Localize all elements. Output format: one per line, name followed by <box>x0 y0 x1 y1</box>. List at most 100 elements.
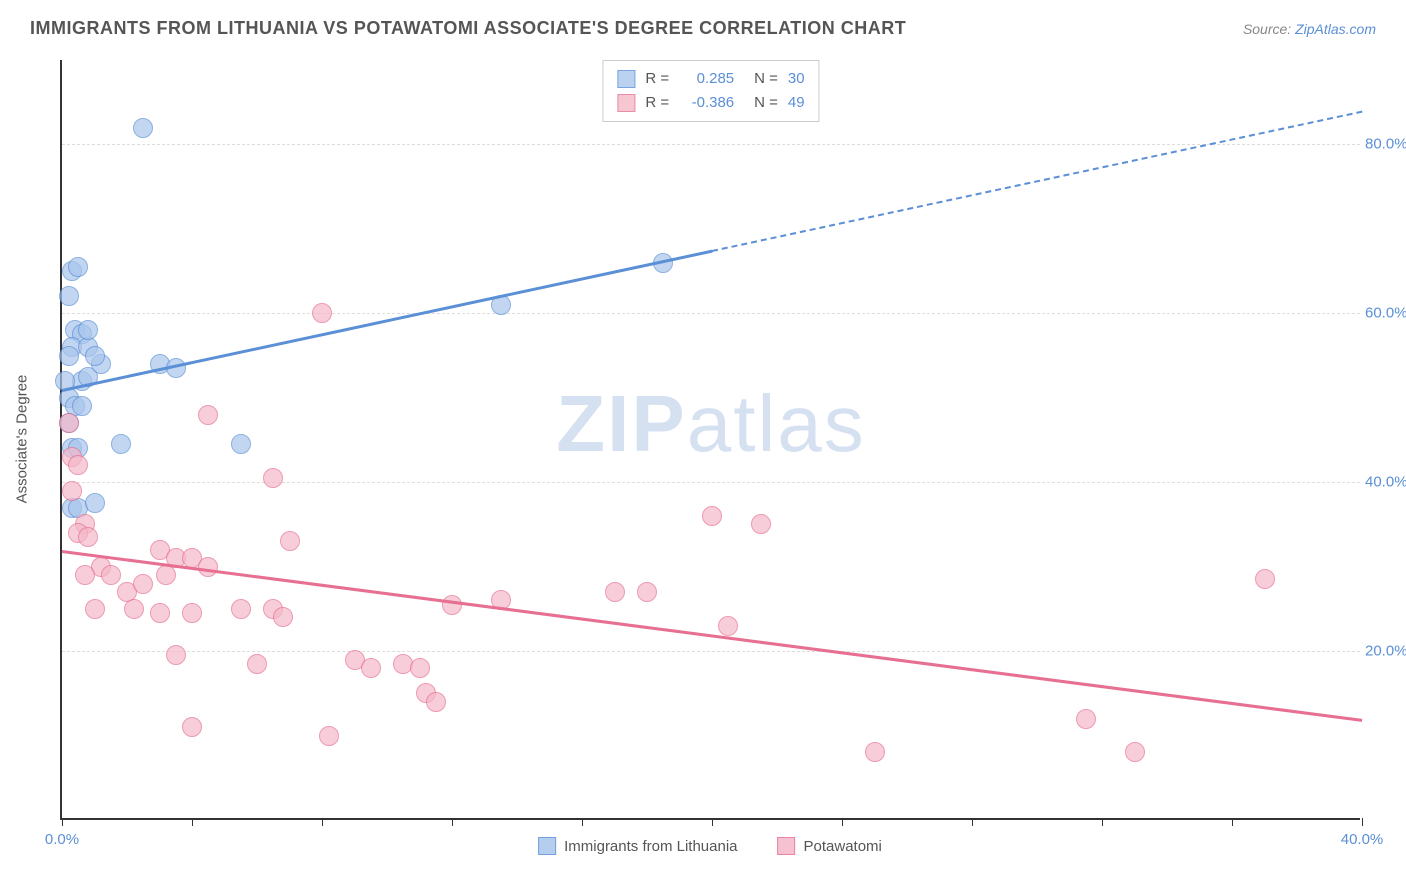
data-point-lithuania <box>133 118 153 138</box>
data-point-potawatomi <box>410 658 430 678</box>
x-tick <box>972 818 973 826</box>
legend-correlation: R = 0.285 N = 30 R = -0.386 N = 49 <box>602 60 819 122</box>
x-tick-label: 40.0% <box>1341 831 1384 848</box>
r-label: R = <box>645 67 669 91</box>
data-point-lithuania <box>85 346 105 366</box>
data-point-potawatomi <box>1076 709 1096 729</box>
scatter-plot: ZIPatlas Associate's Degree R =0.285N =3… <box>60 60 1360 820</box>
data-point-potawatomi <box>247 654 267 674</box>
r-value-lithuania: 0.285 <box>679 67 734 91</box>
watermark-light: atlas <box>687 379 866 468</box>
data-point-lithuania <box>231 434 251 454</box>
data-point-potawatomi <box>426 692 446 712</box>
data-point-lithuania <box>59 286 79 306</box>
data-point-potawatomi <box>605 582 625 602</box>
y-tick-label: 80.0% <box>1365 136 1406 153</box>
legend-swatch-bottom-potawatomi <box>778 837 796 855</box>
data-point-potawatomi <box>637 582 657 602</box>
x-tick <box>842 818 843 826</box>
data-point-lithuania <box>78 320 98 340</box>
data-point-lithuania <box>85 493 105 513</box>
data-point-potawatomi <box>166 645 186 665</box>
data-point-potawatomi <box>62 481 82 501</box>
data-point-potawatomi <box>78 527 98 547</box>
data-point-potawatomi <box>124 599 144 619</box>
data-point-lithuania <box>111 434 131 454</box>
x-tick <box>712 818 713 826</box>
data-point-potawatomi <box>273 607 293 627</box>
data-point-potawatomi <box>361 658 381 678</box>
data-point-potawatomi <box>280 531 300 551</box>
source-link[interactable]: ZipAtlas.com <box>1295 21 1376 37</box>
data-point-potawatomi <box>59 413 79 433</box>
source-attribution: Source: ZipAtlas.com <box>1243 21 1376 37</box>
n-value-lithuania: 30 <box>788 67 805 91</box>
data-point-potawatomi <box>198 557 218 577</box>
data-point-potawatomi <box>150 603 170 623</box>
data-point-lithuania <box>59 346 79 366</box>
legend-swatch-lithuania <box>617 70 635 88</box>
r-value-potawatomi: -0.386 <box>679 91 734 115</box>
watermark: ZIPatlas <box>556 378 865 470</box>
data-point-potawatomi <box>718 616 738 636</box>
source-prefix: Source: <box>1243 21 1295 37</box>
x-tick <box>1102 818 1103 826</box>
data-point-potawatomi <box>182 717 202 737</box>
y-tick-label: 40.0% <box>1365 474 1406 491</box>
data-point-potawatomi <box>1255 569 1275 589</box>
legend-row-lithuania: R = 0.285 N = 30 <box>617 67 804 91</box>
n-value-potawatomi: 49 <box>788 91 805 115</box>
data-point-potawatomi <box>133 574 153 594</box>
gridline <box>62 482 1360 483</box>
legend-row-potawatomi: R = -0.386 N = 49 <box>617 91 804 115</box>
data-point-potawatomi <box>75 565 95 585</box>
y-axis-label: Associate's Degree <box>14 375 31 504</box>
legend-series: Immigrants from Lithuania Potawatomi <box>538 837 882 855</box>
x-tick <box>1232 818 1233 826</box>
legend-label-potawatomi: Potawatomi <box>804 838 882 855</box>
n-label: N = <box>754 67 778 91</box>
trendline-potawatomi <box>62 550 1362 721</box>
n-label: N = <box>754 91 778 115</box>
data-point-lithuania <box>72 396 92 416</box>
data-point-potawatomi <box>68 455 88 475</box>
data-point-lithuania <box>68 257 88 277</box>
data-point-potawatomi <box>263 468 283 488</box>
data-point-potawatomi <box>1125 742 1145 762</box>
x-tick <box>62 818 63 826</box>
data-point-potawatomi <box>85 599 105 619</box>
legend-label-lithuania: Immigrants from Lithuania <box>564 838 737 855</box>
data-point-potawatomi <box>312 303 332 323</box>
data-point-potawatomi <box>182 603 202 623</box>
x-tick-label: 0.0% <box>45 831 79 848</box>
legend-swatch-potawatomi <box>617 94 635 112</box>
legend-swatch-bottom-lithuania <box>538 837 556 855</box>
data-point-potawatomi <box>101 565 121 585</box>
r-label: R = <box>645 91 669 115</box>
gridline <box>62 313 1360 314</box>
watermark-bold: ZIP <box>556 379 686 468</box>
gridline <box>62 144 1360 145</box>
data-point-potawatomi <box>442 595 462 615</box>
gridline <box>62 651 1360 652</box>
data-point-potawatomi <box>156 565 176 585</box>
data-point-potawatomi <box>865 742 885 762</box>
x-tick <box>452 818 453 826</box>
data-point-potawatomi <box>319 726 339 746</box>
data-point-potawatomi <box>702 506 722 526</box>
data-point-potawatomi <box>231 599 251 619</box>
legend-item-potawatomi: Potawatomi <box>778 837 882 855</box>
y-tick-label: 20.0% <box>1365 643 1406 660</box>
trendline-lithuania <box>62 250 713 392</box>
data-point-potawatomi <box>198 405 218 425</box>
chart-area: ZIPatlas Associate's Degree R =0.285N =3… <box>60 60 1360 820</box>
y-tick-label: 60.0% <box>1365 305 1406 322</box>
x-tick <box>192 818 193 826</box>
x-tick <box>1362 818 1363 826</box>
x-tick <box>582 818 583 826</box>
x-tick <box>322 818 323 826</box>
data-point-potawatomi <box>751 514 771 534</box>
legend-item-lithuania: Immigrants from Lithuania <box>538 837 737 855</box>
trendline-dashed-lithuania <box>712 111 1362 252</box>
chart-title: IMMIGRANTS FROM LITHUANIA VS POTAWATOMI … <box>30 18 906 39</box>
